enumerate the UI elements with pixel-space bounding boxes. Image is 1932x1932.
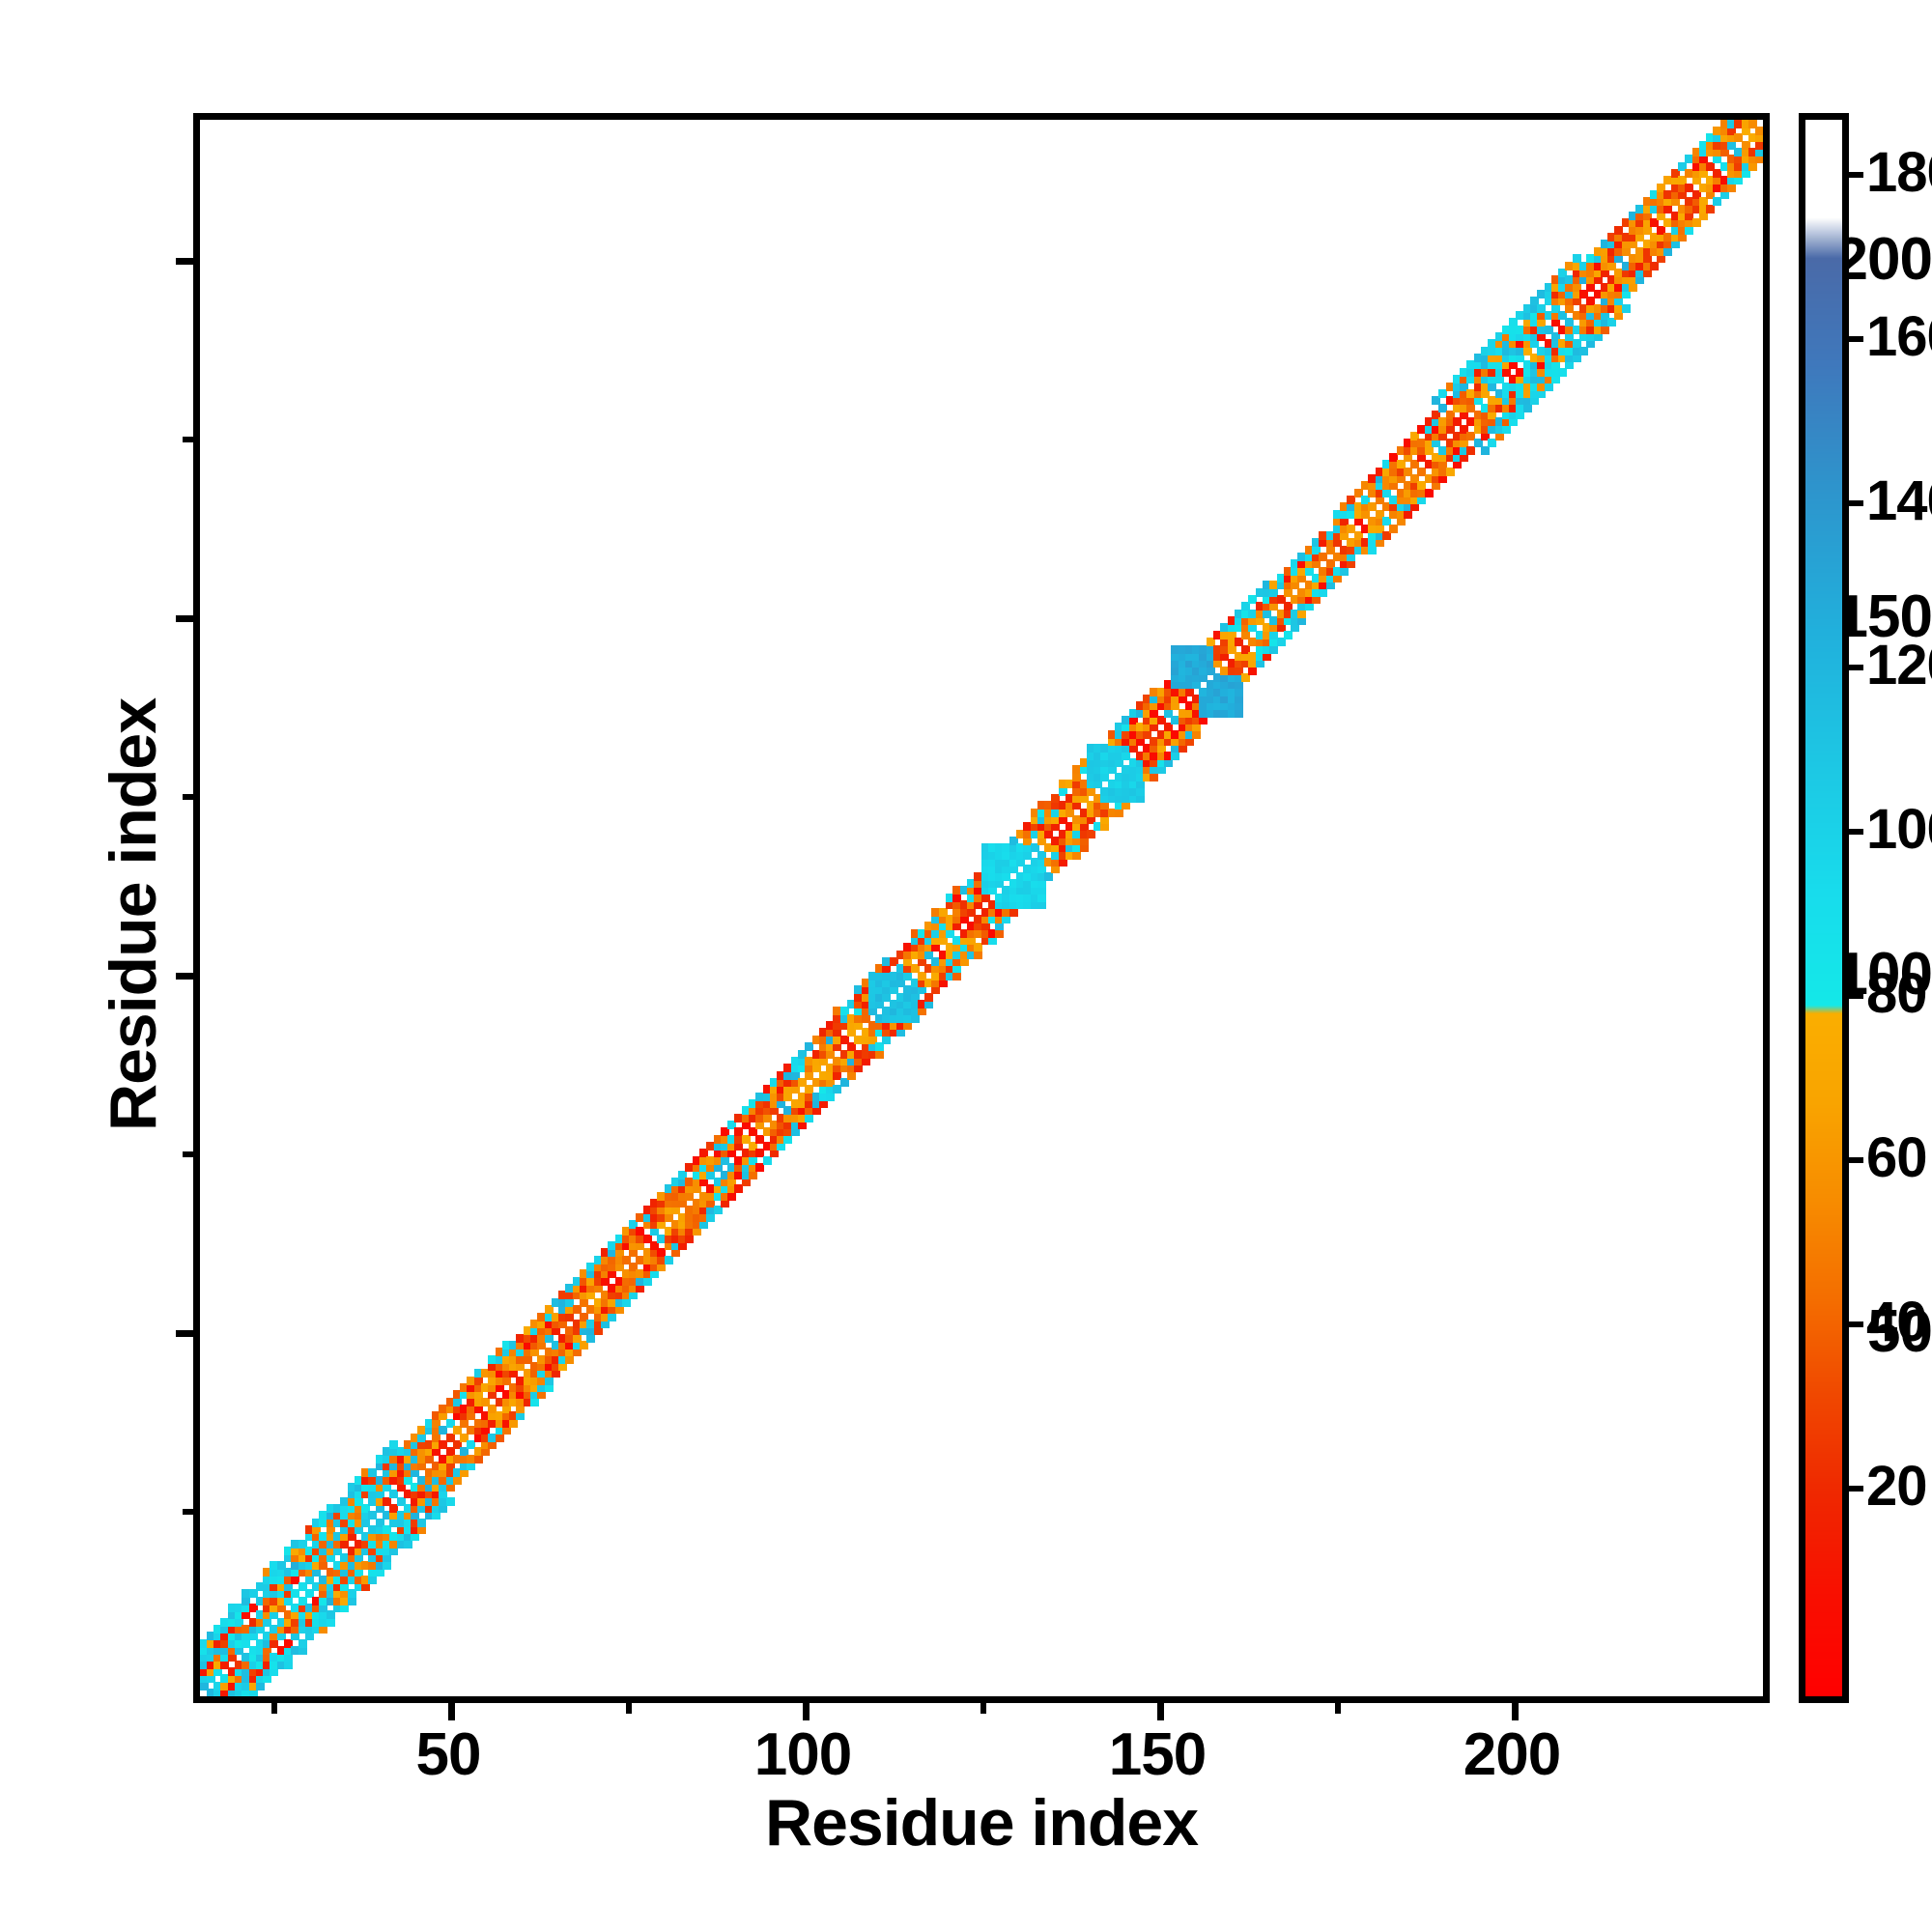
x-tick-label-200: 200 xyxy=(1463,1721,1561,1788)
colorbar-tick-160 xyxy=(1849,336,1863,342)
colorbar-tick-20 xyxy=(1849,1486,1863,1492)
y-axis-title: Residue index xyxy=(97,697,170,1132)
colorbar-tick-60 xyxy=(1849,1157,1863,1163)
colorbar-label-100: 100 xyxy=(1866,798,1932,861)
colorbar-label-140: 140 xyxy=(1866,469,1932,532)
colorbar-label-160: 160 xyxy=(1866,305,1932,368)
y-minor-tick-125 xyxy=(183,794,193,800)
x-minor-tick-175 xyxy=(1335,1703,1341,1714)
colorbar-label-40: 40 xyxy=(1866,1291,1928,1353)
y-tick-label-150: 150 xyxy=(1834,583,1932,650)
x-minor-tick-25 xyxy=(271,1703,277,1714)
y-tick-label-50: 50 xyxy=(1867,1298,1932,1365)
colorbar-tick-140 xyxy=(1849,500,1863,506)
colorbar-label-20: 20 xyxy=(1866,1455,1928,1518)
colorbar-label-80: 80 xyxy=(1866,962,1928,1025)
x-tick-label-150: 150 xyxy=(1108,1721,1207,1788)
heatmap-plot-area xyxy=(193,113,1770,1703)
colorbar xyxy=(1799,113,1849,1703)
colorbar-tick-80 xyxy=(1849,993,1863,999)
x-minor-tick-125 xyxy=(980,1703,986,1714)
x-axis-title: Residue index xyxy=(764,1786,1199,1860)
colorbar-tick-180 xyxy=(1849,172,1863,178)
x-tick-200 xyxy=(1512,1703,1519,1720)
colorbar-label-120: 120 xyxy=(1866,634,1932,696)
y-minor-tick-175 xyxy=(183,437,193,442)
colorbar-gradient xyxy=(1805,120,1842,1696)
colorbar-label-60: 60 xyxy=(1866,1126,1928,1189)
x-tick-label-100: 100 xyxy=(753,1721,852,1788)
y-minor-tick-75 xyxy=(183,1151,193,1157)
x-minor-tick-75 xyxy=(626,1703,632,1714)
contact-map-heatmap xyxy=(200,120,1763,1696)
y-minor-tick-25 xyxy=(183,1509,193,1515)
x-tick-50 xyxy=(448,1703,455,1720)
colorbar-tick-40 xyxy=(1849,1321,1863,1327)
y-tick-label-200: 200 xyxy=(1834,226,1932,293)
y-tick-50 xyxy=(176,1330,193,1337)
colorbar-label-180: 180 xyxy=(1866,141,1932,204)
x-tick-150 xyxy=(1157,1703,1164,1720)
y-tick-100 xyxy=(176,973,193,980)
x-tick-100 xyxy=(803,1703,810,1720)
x-tick-label-50: 50 xyxy=(415,1721,482,1788)
colorbar-tick-120 xyxy=(1849,665,1863,670)
y-tick-200 xyxy=(176,258,193,265)
colorbar-tick-100 xyxy=(1849,829,1863,835)
y-tick-150 xyxy=(176,615,193,622)
